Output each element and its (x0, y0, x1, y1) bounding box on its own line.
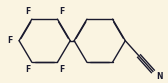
Text: N: N (156, 72, 163, 81)
Text: F: F (25, 7, 30, 16)
Text: F: F (25, 65, 30, 74)
Text: F: F (8, 36, 13, 45)
Text: F: F (59, 65, 65, 74)
Text: F: F (59, 7, 65, 16)
